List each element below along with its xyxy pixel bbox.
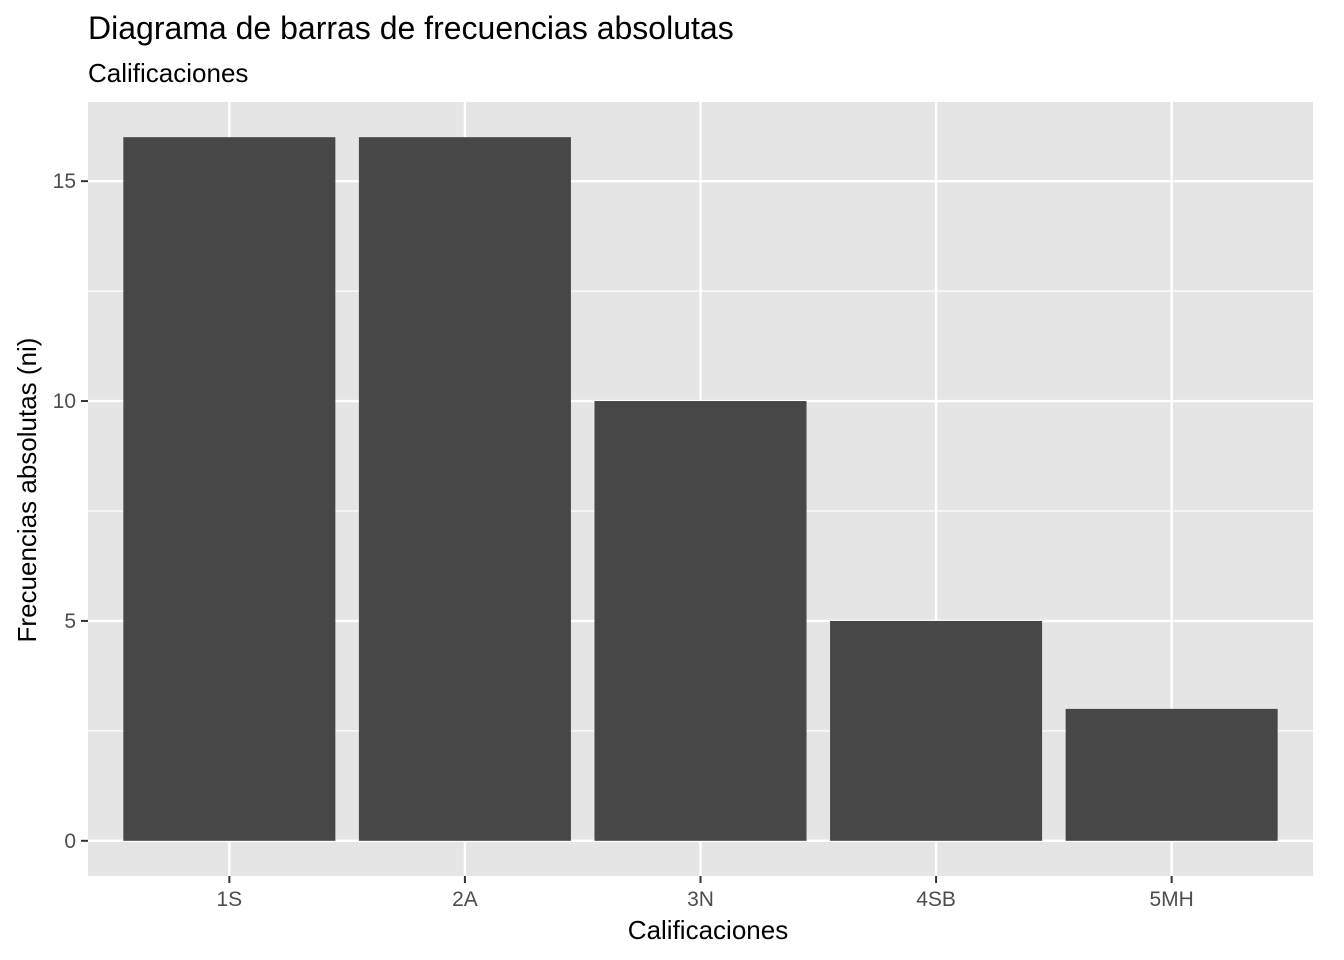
y-tick-label: 5 <box>64 610 76 633</box>
bar-3N <box>594 401 807 841</box>
x-axis: 1S 2A 3N 4SB 5MH <box>217 876 1194 911</box>
chart-subtitle: Calificaciones <box>88 58 248 88</box>
chart-title: Diagrama de barras de frecuencias absolu… <box>88 10 734 46</box>
x-tick-label: 2A <box>452 888 478 911</box>
bar-1S <box>123 137 336 841</box>
y-axis: 0 5 10 15 <box>53 170 88 853</box>
x-tick-label: 3N <box>687 888 714 911</box>
bar-2A <box>358 137 571 841</box>
x-tick-label: 5MH <box>1149 888 1193 911</box>
y-tick-label: 0 <box>64 830 76 853</box>
x-tick-label: 4SB <box>916 888 956 911</box>
bars <box>123 137 1278 841</box>
x-tick-label: 1S <box>217 888 243 911</box>
bar-5MH <box>1065 708 1278 841</box>
x-axis-title: Calificaciones <box>628 915 788 945</box>
bar-4SB <box>830 620 1043 841</box>
y-tick-label: 10 <box>53 390 76 413</box>
y-tick-label: 15 <box>53 170 76 193</box>
y-axis-title: Frecuencias absolutas (ni) <box>12 338 42 643</box>
